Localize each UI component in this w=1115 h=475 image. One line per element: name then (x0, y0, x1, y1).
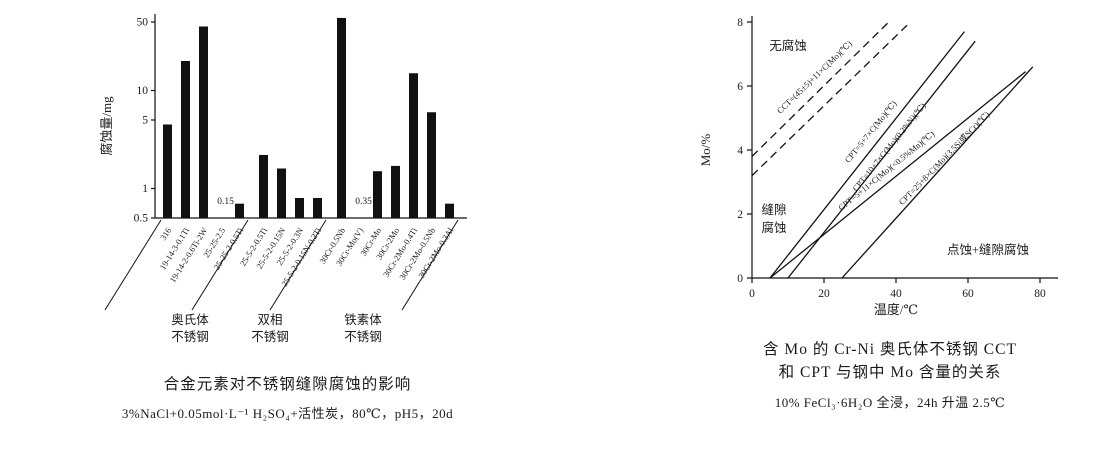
y-tick-label: 10 (137, 85, 149, 97)
bar (163, 124, 172, 218)
bar (427, 112, 436, 218)
left-chart-condition-note: 3%NaCl+0.05mol·L⁻¹ H₂SO₄+活性炭，80℃，pH5，20d (121, 406, 454, 422)
y-axis-title: 腐蚀量/mg (99, 96, 114, 156)
x-tick-label: 60 (962, 288, 974, 300)
y-tick-label: 5 (142, 115, 148, 127)
region-label: 缝隙 (761, 202, 786, 217)
left-chart-svg: 0.5151050腐蚀量/mg31619-14-3-0.1Ti19-14-2-0… (99, 14, 467, 344)
y-tick-label: 6 (737, 81, 743, 93)
bar-value-label: 0.35 (355, 197, 372, 207)
bar (373, 171, 382, 218)
right-chart-caption-line1: 含 Mo 的 Cr-Ni 奥氏体不锈钢 CCT (763, 341, 1017, 358)
series-line-5 (841, 66, 1034, 279)
x-tick-label: 80 (1034, 288, 1046, 300)
group-label-line1: 奥氏体 (171, 313, 209, 327)
region-label: 无腐蚀 (769, 38, 807, 53)
x-category-label: 316 (158, 226, 173, 242)
y-tick-label: 2 (737, 209, 743, 221)
series-line-1 (751, 21, 911, 177)
y-tick-label: 1 (142, 183, 148, 195)
y-tick-label: 0 (737, 273, 743, 285)
y-axis-title: Mo/% (698, 134, 713, 167)
group-label-line1: 铁素体 (344, 313, 382, 327)
x-tick-label: 40 (890, 288, 902, 300)
series-line-2 (769, 31, 965, 279)
bar (445, 203, 454, 218)
right-chart-svg: 0 20 40 60 8002468温度/℃Mo/%CCT=(45±5)+11×C(Mo… (698, 16, 1058, 317)
right-chart-caption-line2: 和 CPT 与钢中 Mo 含量的关系 (778, 364, 1002, 382)
group-divider (191, 219, 249, 311)
bar (409, 73, 418, 218)
bar-value-label: 0.15 (217, 197, 234, 207)
bar (277, 168, 286, 218)
bar (235, 203, 244, 218)
bar (295, 197, 304, 218)
group-label-line2: 不锈钢 (171, 329, 209, 344)
bar (199, 26, 208, 218)
bar (313, 197, 322, 218)
x-axis-title: 温度/℃ (874, 302, 918, 317)
group-label-line2: 不锈钢 (344, 329, 382, 344)
group-label-line1: 双相 (257, 313, 282, 327)
group-divider (104, 219, 162, 311)
group-divider (401, 219, 459, 311)
x-tick-label: 0 (749, 288, 755, 300)
line-equation-label: CPT=5+7×C(Mo)(℃) (843, 98, 899, 164)
series-line-4 (769, 71, 1027, 279)
y-tick-label: 50 (137, 17, 149, 29)
y-tick-label: 4 (737, 145, 743, 157)
figure-crevice-corrosion-bar-chart: 0.5 1 5 10 50 腐蚀量/mg 316 19-14-3-0.1Ti 19-14-2-0… (95, 8, 480, 422)
y-tick-label: 8 (737, 17, 743, 29)
x-tick-label: 20 (818, 288, 830, 300)
group-divider (269, 219, 327, 311)
bar (259, 154, 268, 218)
group-label-line2: 不锈钢 (251, 329, 289, 344)
figure-cct-cpt-line-chart: 0 20 40 60 80 0 2 4 6 8 温度/℃ Mo/% CCT=(45±5)+11×C(Mo… (690, 6, 1090, 411)
y-tick-label: 0.5 (134, 213, 149, 225)
region-label: 腐蚀 (761, 220, 786, 235)
left-chart-caption: 合金元素对不锈钢缝隙腐蚀的影响 (163, 376, 412, 393)
region-label: 点蚀+缝隙腐蚀 (947, 242, 1029, 257)
bar (337, 17, 346, 219)
right-chart-condition-note: 10% FeCl₃·6H₂O 全浸，24h 升温 2.5℃ (774, 394, 1006, 410)
series-line-0 (751, 21, 890, 157)
bar (181, 60, 190, 218)
bar (391, 165, 400, 218)
